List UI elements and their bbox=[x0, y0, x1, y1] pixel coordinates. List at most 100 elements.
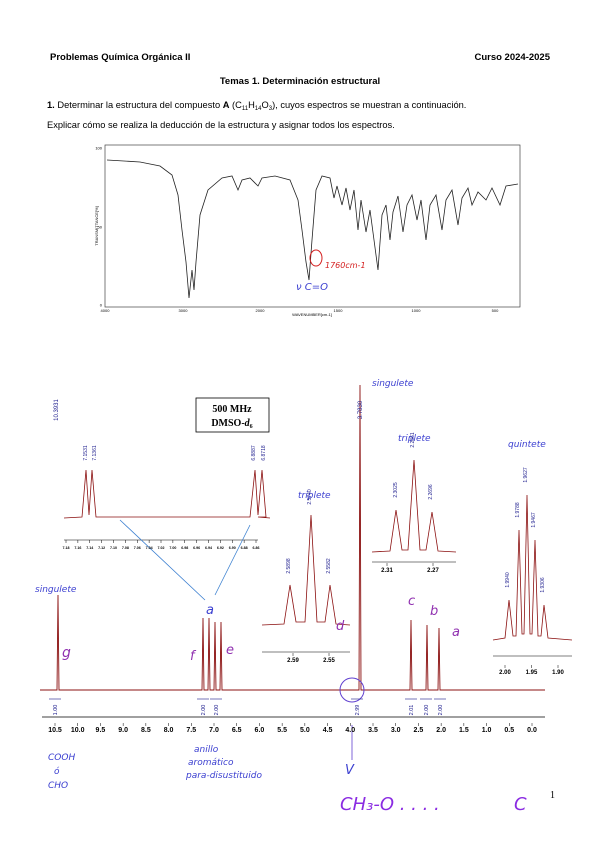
handwritten-note: quintete bbox=[508, 440, 546, 450]
ir-x-tick-label: 2000 bbox=[256, 308, 266, 313]
tick-label: 8.5 bbox=[141, 727, 151, 734]
ir-y-axis-title: TRANSMITTANCE[%] bbox=[94, 206, 99, 245]
subscript: 14 bbox=[255, 106, 262, 112]
problem-number: 1. bbox=[47, 100, 55, 110]
handwritten-note: triplete bbox=[298, 491, 331, 501]
tick-label: 7.06 bbox=[134, 546, 141, 550]
tick-label: 8.0 bbox=[164, 727, 174, 734]
ir-x-tick-label: 500 bbox=[492, 308, 499, 313]
tick-label: 2.5 bbox=[414, 727, 424, 734]
header-left: Problemas Química Orgánica II bbox=[50, 52, 190, 63]
tick-label: 6.92 bbox=[217, 546, 224, 550]
peak-label: 2.5740 bbox=[307, 489, 313, 505]
integral-label: 2.00 bbox=[214, 705, 220, 716]
tick-label: 1.0 bbox=[482, 727, 492, 734]
integral-label: 2.00 bbox=[424, 705, 430, 716]
annotation-circle bbox=[339, 677, 365, 703]
inset-aromatic-curve bbox=[63, 469, 271, 519]
peak-label: 7.1531 bbox=[83, 445, 89, 461]
tick-label: 7.02 bbox=[158, 546, 165, 550]
tick-label: 6.94 bbox=[205, 546, 212, 550]
ir-y-tick-label: 100 bbox=[95, 146, 102, 151]
ir-x-axis-title: WAVENUMBER[cm-1] bbox=[292, 312, 332, 317]
handwritten-label: c bbox=[408, 594, 415, 609]
tick-label: 6.0 bbox=[255, 727, 265, 734]
handwritten-note: singulete bbox=[372, 379, 414, 389]
peak-label: 10.3931 bbox=[54, 399, 60, 421]
text: ), cuyos espectros se muestran a continu… bbox=[272, 100, 466, 110]
inset-triplet-1-curve bbox=[261, 514, 351, 626]
text: H bbox=[248, 100, 255, 110]
ir-spectrum: TRANSMITTANCE[%] WAVENUMBER[cm-1] 1760cm… bbox=[94, 144, 521, 317]
tick-label: 7.08 bbox=[122, 546, 129, 550]
tick-label: 6.86 bbox=[253, 546, 260, 550]
tick-label: 7.16 bbox=[74, 546, 81, 550]
peak-label: 2.5582 bbox=[326, 558, 332, 574]
tick-label: 7.00 bbox=[169, 546, 176, 550]
inset-triplet-2-curve bbox=[371, 459, 457, 553]
arrow bbox=[119, 519, 206, 601]
text: d bbox=[245, 418, 251, 429]
handwritten-label: g bbox=[62, 645, 71, 661]
subscript: 11 bbox=[242, 106, 249, 112]
tick-label: 7.5 bbox=[186, 727, 196, 734]
tick-label: 9.5 bbox=[96, 727, 106, 734]
tick-label: 6.98 bbox=[181, 546, 188, 550]
problem-line-2: Explicar cómo se realiza la deducción de… bbox=[47, 120, 395, 130]
tick-label: 4.5 bbox=[323, 727, 333, 734]
tick-label: 2.31 bbox=[381, 568, 393, 574]
header-right: Curso 2024-2025 bbox=[474, 52, 550, 63]
tick-label: 7.0 bbox=[209, 727, 219, 734]
tick-label: 7.04 bbox=[146, 546, 153, 550]
tick-label: 0.0 bbox=[527, 727, 537, 734]
peak-label: 2.5898 bbox=[286, 558, 292, 574]
tick-label: 3.5 bbox=[368, 727, 378, 734]
tick-label: 9.0 bbox=[118, 727, 128, 734]
handwritten-note: singulete bbox=[35, 585, 77, 595]
ir-band-annotation: 1760cm-1 bbox=[325, 261, 366, 270]
tick-label: 2.0 bbox=[436, 727, 446, 734]
handwritten-note: COOH bbox=[48, 753, 75, 763]
tick-label: 3.0 bbox=[391, 727, 401, 734]
ir-x-tick-label: 4000 bbox=[101, 308, 111, 313]
peak-label: 1.9788 bbox=[515, 502, 521, 518]
handwritten-label: e bbox=[226, 643, 234, 658]
ir-assignment: ν C=O bbox=[296, 282, 328, 293]
tick-label: 0.5 bbox=[504, 727, 514, 734]
ir-y-tick-label: 50 bbox=[98, 225, 103, 230]
integral-label: 2.00 bbox=[201, 705, 207, 716]
peak-label: 2.2696 bbox=[428, 484, 434, 500]
tick-label: 10.5 bbox=[48, 727, 62, 734]
handwritten-label: f bbox=[190, 649, 197, 664]
handwritten-note: CHO bbox=[48, 781, 68, 791]
tick-label: 7.10 bbox=[110, 546, 117, 550]
ir-x-tick-label: 1500 bbox=[334, 308, 344, 313]
text: (C bbox=[229, 100, 242, 110]
ir-x-tick-label: 3000 bbox=[179, 308, 189, 313]
tick-label: 1.90 bbox=[552, 670, 564, 676]
tick-label: 2.55 bbox=[323, 658, 335, 664]
problem-line: 1. Determinar la estructura del compuest… bbox=[47, 100, 466, 112]
handwritten-note: ó bbox=[54, 766, 60, 777]
page-number: 1 bbox=[550, 790, 555, 801]
ir-y-tick-label: 0 bbox=[100, 303, 103, 308]
tick-label: 10.0 bbox=[71, 727, 85, 734]
handwritten-label: V bbox=[345, 763, 355, 778]
arrow bbox=[214, 524, 251, 596]
text: O bbox=[261, 100, 268, 110]
tick-label: 2.27 bbox=[427, 568, 439, 574]
tick-label: 2.59 bbox=[287, 658, 299, 664]
handwritten-label: b bbox=[430, 604, 438, 619]
annotation-circle bbox=[309, 249, 323, 267]
subscript: 6 bbox=[250, 424, 253, 430]
nmr-solvent: DMSO-d6 bbox=[211, 418, 252, 430]
tick-label: 4.0 bbox=[345, 727, 355, 734]
tick-label: 5.5 bbox=[277, 727, 287, 734]
peak-label: 1.9627 bbox=[523, 467, 529, 483]
tick-label: 7.14 bbox=[86, 546, 93, 550]
peak-label: 1.9940 bbox=[505, 572, 511, 588]
handwritten-note: CH₃-O . . . . bbox=[340, 794, 440, 815]
handwritten-note: anillo bbox=[194, 745, 219, 755]
text: DMSO- bbox=[211, 418, 244, 429]
ir-frame bbox=[104, 144, 521, 308]
